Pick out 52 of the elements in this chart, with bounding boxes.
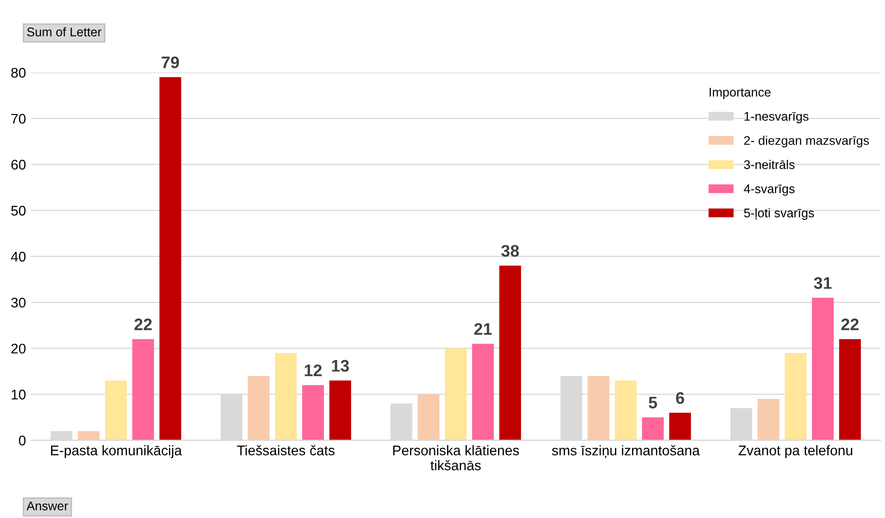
data-label: 21	[474, 323, 492, 335]
bar	[248, 376, 270, 440]
bar	[642, 417, 664, 440]
data-label: 5	[648, 396, 658, 408]
bar	[329, 380, 352, 440]
bar	[614, 380, 637, 440]
legend-label: 4-svarīgs	[744, 184, 795, 196]
bar	[758, 398, 780, 440]
x-tick-label: Tiešsaistes čats	[237, 445, 334, 456]
data-label: 12	[304, 364, 322, 376]
legend-label: 3-neitrāls	[744, 160, 795, 170]
bar	[839, 339, 861, 440]
bar	[159, 77, 182, 440]
y-tick-label: 80	[11, 68, 26, 78]
x-tick-label: sms īsziņu izmantošana	[552, 445, 700, 458]
bar	[418, 394, 440, 440]
x-tick-label: Personiska klātienes tikšanās	[393, 445, 519, 470]
data-label: 13	[332, 360, 349, 372]
legend-label: 2- diezgan mazsvarīgs	[744, 136, 869, 148]
y-tick-label: 10	[12, 390, 26, 400]
y-tick-label: 0	[18, 436, 26, 446]
bar	[444, 348, 467, 440]
x-axis-title: Answer	[26, 502, 68, 510]
bar	[274, 352, 297, 440]
data-label: 79	[162, 56, 179, 68]
bar	[472, 344, 494, 440]
data-label: 6	[676, 392, 684, 404]
data-label: 22	[134, 318, 152, 330]
bar	[669, 412, 691, 440]
y-tick-label: 70	[11, 114, 26, 124]
y-tick-label: 60	[11, 160, 26, 170]
data-label: 22	[841, 318, 859, 330]
y-tick-label: 50	[11, 206, 26, 216]
legend-label: 1-nesvarīgs	[744, 112, 808, 124]
bar	[78, 431, 100, 440]
x-tick-label: E-pasta komunikācija	[51, 445, 182, 458]
data-label: 31	[814, 277, 832, 289]
legend-title: Importance	[710, 88, 771, 100]
legend-label: 5-ļoti svarīgs	[744, 208, 814, 220]
bar	[588, 376, 610, 440]
data-label: 38	[501, 244, 519, 257]
y-tick-label: 30	[11, 298, 26, 308]
bar	[302, 385, 324, 440]
bar	[105, 380, 127, 440]
y-tick-label: 20	[11, 344, 26, 354]
bar	[132, 339, 154, 440]
bar	[784, 352, 806, 440]
x-tick-label: Zvanot pa telefonu	[738, 445, 852, 458]
y-tick-label: 40	[10, 252, 26, 262]
bar	[499, 266, 522, 440]
y-axis-title: Sum of Letter	[27, 27, 102, 36]
bar	[812, 298, 834, 440]
